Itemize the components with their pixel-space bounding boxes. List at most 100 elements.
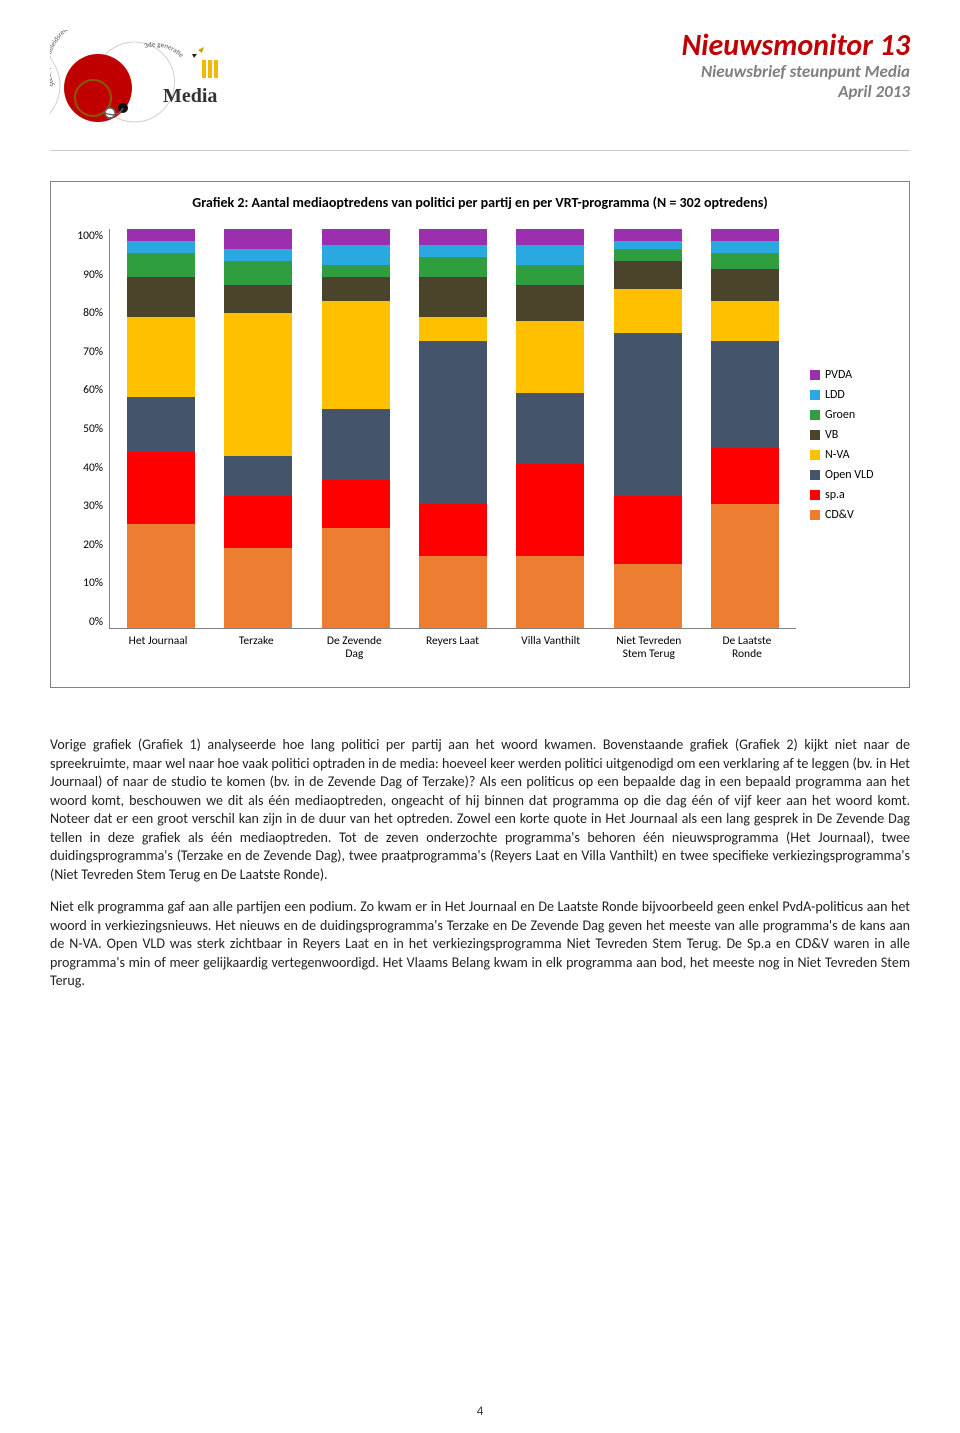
bar-segment-groen	[614, 249, 682, 261]
bar-segment-vb	[711, 269, 779, 301]
title-block: Nieuwsmonitor 13 Nieuwsbrief steunpunt M…	[681, 30, 910, 102]
x-label: Villa Vanthilt	[517, 635, 585, 661]
y-tick: 50%	[83, 422, 103, 436]
chart-bar	[419, 229, 487, 628]
bar-segment-groen	[419, 257, 487, 277]
bar-segment-spa	[516, 464, 584, 556]
chart-bar	[516, 229, 584, 628]
bar-segment-nva	[419, 317, 487, 341]
bar-segment-openvld	[516, 393, 584, 465]
bar-segment-spa	[614, 496, 682, 564]
legend-label: sp.a	[825, 488, 845, 502]
legend-item-vb: VB	[810, 428, 891, 442]
bar-segment-cdv	[127, 524, 195, 628]
bar-segment-spa	[224, 496, 292, 548]
paragraph-1: Vorige grafiek (Grafiek 1) analyseerde h…	[50, 736, 910, 884]
bar-segment-ldd	[419, 245, 487, 257]
legend-item-nva: N-VA	[810, 448, 891, 462]
bar-segment-cdv	[516, 556, 584, 628]
y-tick: 60%	[83, 383, 103, 397]
x-label: De Laatste Ronde	[713, 635, 781, 661]
bar-segment-vb	[127, 277, 195, 317]
bar-segment-nva	[127, 317, 195, 397]
chart-plot-area	[109, 229, 796, 629]
bar-segment-cdv	[419, 556, 487, 628]
chart-bar	[322, 229, 390, 628]
bar-segment-spa	[127, 452, 195, 524]
bar-segment-groen	[711, 253, 779, 269]
bar-segment-ldd	[614, 241, 682, 249]
bar-segment-cdv	[224, 548, 292, 628]
bar-segment-openvld	[322, 409, 390, 481]
bar-segment-ldd	[224, 249, 292, 261]
y-tick: 10%	[83, 576, 103, 590]
chart-bar	[711, 229, 779, 628]
legend-swatch	[810, 410, 820, 420]
bar-segment-nva	[614, 289, 682, 333]
chart-bar	[224, 229, 292, 628]
legend-swatch	[810, 390, 820, 400]
y-tick: 80%	[83, 306, 103, 320]
x-label: Terzake	[222, 635, 290, 661]
bar-segment-groen	[127, 253, 195, 277]
page-subtitle-1: Nieuwsbrief steunpunt Media	[681, 62, 910, 82]
chart-x-axis: Het JournaalTerzakeDe Zevende DagReyers …	[109, 635, 796, 661]
bar-segment-nva	[224, 313, 292, 457]
chart-title: Grafiek 2: Aantal mediaoptredens van pol…	[69, 194, 891, 211]
bar-segment-vb	[419, 277, 487, 317]
bar-segment-pvda	[127, 229, 195, 241]
bar-segment-pvda	[224, 229, 292, 249]
y-tick: 20%	[83, 538, 103, 552]
legend-item-ldd: LDD	[810, 388, 891, 402]
legend-label: PVDA	[825, 368, 852, 382]
legend-swatch	[810, 430, 820, 440]
legend-swatch	[810, 490, 820, 500]
body-text: Vorige grafiek (Grafiek 1) analyseerde h…	[50, 736, 910, 990]
x-label: Het Journaal	[124, 635, 192, 661]
legend-label: Groen	[825, 408, 855, 422]
bar-segment-pvda	[419, 229, 487, 245]
bar-segment-spa	[711, 448, 779, 504]
bar-segment-nva	[711, 301, 779, 341]
legend-item-openvld: Open VLD	[810, 468, 891, 482]
chart-bar	[127, 229, 195, 628]
page-subtitle-2: April 2013	[681, 82, 910, 102]
bar-segment-ldd	[322, 245, 390, 265]
y-tick: 0%	[89, 615, 103, 629]
chart-legend: PVDA LDD Groen VB N-VA Open VLD sp.a CD&V	[796, 229, 891, 661]
bar-segment-ldd	[516, 245, 584, 265]
legend-label: N-VA	[825, 448, 850, 462]
bar-segment-cdv	[614, 564, 682, 628]
bar-segment-nva	[516, 321, 584, 393]
y-tick: 90%	[83, 268, 103, 282]
bar-segment-spa	[419, 504, 487, 556]
bar-segment-cdv	[322, 528, 390, 628]
bar-segment-cdv	[711, 504, 779, 628]
legend-label: LDD	[825, 388, 845, 402]
y-tick: 40%	[83, 461, 103, 475]
y-tick: 30%	[83, 499, 103, 513]
bar-segment-pvda	[322, 229, 390, 245]
chart-y-axis: 100%90%80%70%60%50%40%30%20%10%0%	[69, 229, 109, 629]
legend-item-spa: sp.a	[810, 488, 891, 502]
legend-label: CD&V	[825, 508, 854, 522]
legend-label: Open VLD	[825, 468, 873, 482]
bar-segment-groen	[516, 265, 584, 285]
x-label: Reyers Laat	[418, 635, 486, 661]
bar-segment-vb	[516, 285, 584, 321]
legend-label: VB	[825, 428, 838, 442]
legend-item-groen: Groen	[810, 408, 891, 422]
bar-segment-pvda	[516, 229, 584, 245]
chart-bar	[614, 229, 682, 628]
bar-segment-pvda	[614, 229, 682, 241]
bar-segment-spa	[322, 480, 390, 528]
bar-segment-pvda	[711, 229, 779, 241]
legend-swatch	[810, 370, 820, 380]
bar-segment-vb	[224, 285, 292, 313]
legend-item-pvda: PVDA	[810, 368, 891, 382]
legend-swatch	[810, 450, 820, 460]
x-label: Niet Tevreden Stem Terug	[615, 635, 683, 661]
bar-segment-vb	[322, 277, 390, 301]
legend-swatch	[810, 470, 820, 480]
bar-segment-openvld	[614, 333, 682, 497]
